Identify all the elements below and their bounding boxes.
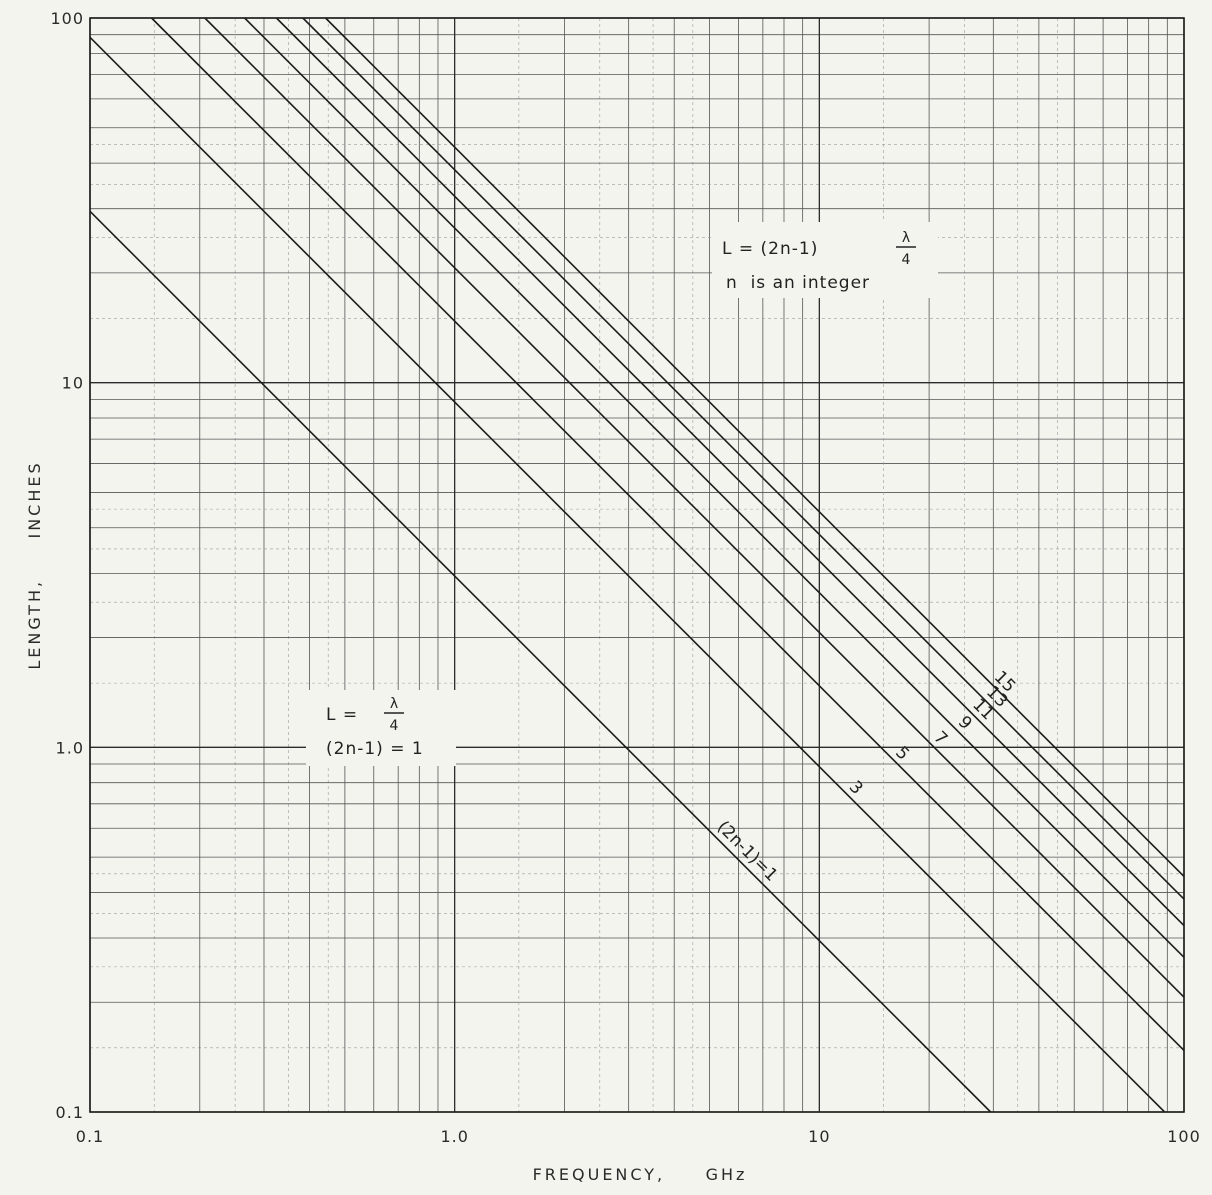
series-line-13 — [302, 17, 1185, 900]
formula-quarter-note: (2n-1) = 1 — [326, 739, 424, 759]
series-line-15 — [324, 17, 1185, 878]
formula-general-numerator: λ — [902, 230, 910, 246]
plot-frame — [89, 17, 1185, 1113]
y-axis-label: LENGTH, INCHES — [25, 460, 44, 669]
series-label: (2n-1)=1 — [713, 817, 782, 886]
y-tick-label: 10 — [62, 374, 84, 393]
series-line-9 — [244, 17, 1185, 958]
formula-quarter-denominator: 4 — [390, 718, 399, 734]
series-line-5 — [150, 17, 1185, 1052]
series-line-2n-1-1 — [89, 210, 992, 1113]
annotation-general-bg — [712, 222, 938, 298]
x-tick-label: 1.0 — [440, 1127, 468, 1146]
x-tick-label: 100 — [1167, 1127, 1201, 1146]
series-line-3 — [89, 36, 1166, 1113]
x-axis-label: FREQUENCY, GHz — [533, 1165, 748, 1184]
y-tick-label: 0.1 — [56, 1103, 84, 1122]
formula-general-denominator: 4 — [902, 252, 911, 268]
formula-general-lhs: L = (2n-1) — [722, 239, 818, 259]
formula-general-note: n is an integer — [726, 273, 870, 293]
x-tick-labels: 0.1 1.0 10 100 — [76, 1127, 1201, 1146]
y-tick-label: 100 — [50, 9, 84, 28]
x-tick-label: 10 — [808, 1127, 830, 1146]
annotation-general: L = (2n-1) λ 4 n is an integer — [712, 222, 938, 298]
grid — [89, 17, 1185, 1113]
y-tick-label: 1.0 — [56, 738, 84, 757]
annotation-quarter: L = λ 4 (2n-1) = 1 — [306, 690, 456, 766]
x-tick-label: 0.1 — [76, 1127, 104, 1146]
formula-quarter-lhs: L = — [326, 705, 358, 725]
y-tick-labels: 0.1 1.0 10 100 — [50, 9, 84, 1122]
series-line-11 — [275, 17, 1185, 927]
series-line-7 — [204, 17, 1185, 998]
annotation-quarter-bg — [306, 690, 456, 766]
series-lines — [89, 17, 1185, 1113]
formula-quarter-numerator: λ — [390, 696, 398, 712]
